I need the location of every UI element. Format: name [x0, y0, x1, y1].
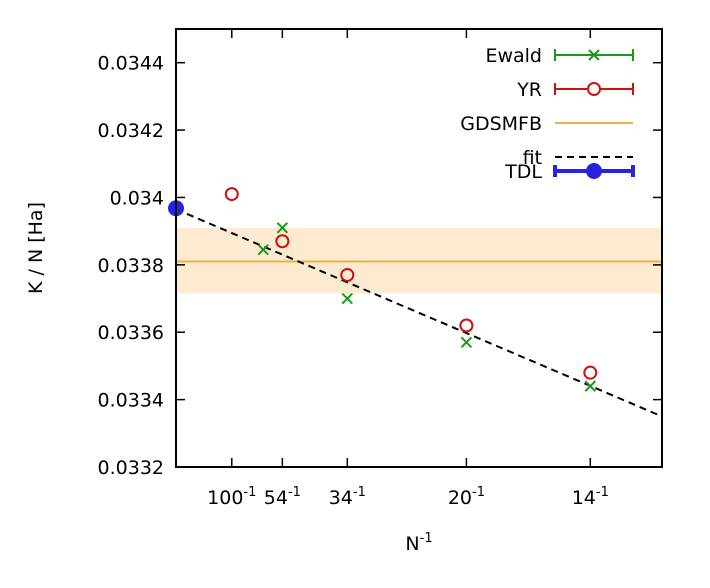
ewald-point — [257, 243, 269, 256]
x-axis-title-base: N — [405, 533, 419, 555]
ewald-point — [276, 222, 289, 234]
x-tick-label-base: 34 — [329, 487, 353, 509]
x-tick-label-base: 20 — [448, 487, 472, 509]
ewald-point — [341, 292, 354, 305]
y-tick-label: 0.0334 — [98, 390, 164, 412]
yr-series — [224, 187, 598, 380]
y-tick-label: 0.0342 — [98, 120, 164, 142]
y-tick-label: 0.0336 — [98, 322, 164, 344]
legend-label-band: GDSMFB — [460, 113, 542, 135]
x-tick-label: 54-1 — [264, 485, 301, 509]
fit-line — [175, 208, 663, 418]
x-tick-label: 100-1 — [207, 485, 256, 509]
yr-point — [583, 365, 598, 380]
legend-label-tdl: TDL — [504, 161, 542, 183]
ewald-point — [584, 380, 597, 392]
x-tick-label-base: 100 — [207, 487, 243, 509]
y-tick-label: 0.0332 — [98, 457, 164, 479]
y-tick-label: 0.0344 — [98, 53, 164, 75]
x-tick-label-sup: -1 — [243, 485, 256, 500]
fit-line-layer — [175, 208, 663, 418]
x-tick-label-sup: -1 — [288, 485, 301, 500]
x-tick-label-sup: -1 — [596, 485, 609, 500]
y-tick-labels: 0.0332 0.0334 0.0336 0.0338 0.034 0.0342 0.034… — [98, 53, 164, 479]
yr-point — [224, 187, 239, 202]
y-tick-label: 0.034 — [110, 187, 164, 209]
y-axis-title: K / N [Ha] — [25, 202, 47, 294]
x-tick-label-base: 54 — [264, 487, 288, 509]
x-tick-label: 34-1 — [329, 485, 366, 509]
ewald-series — [257, 222, 597, 392]
legend-marker-ewald — [588, 49, 600, 61]
y-tick-label: 0.0338 — [98, 255, 164, 277]
x-tick-label: 20-1 — [448, 485, 485, 509]
plot-frame — [175, 28, 663, 468]
x-tick-label-sup: -1 — [472, 485, 485, 500]
x-axis-title-sup: -1 — [420, 531, 433, 546]
gdsmfb-band-layer — [176, 227, 662, 294]
legend-marker-yr — [587, 82, 601, 96]
legend-label-yr: YR — [516, 79, 542, 101]
yr-point — [340, 267, 355, 282]
x-tick-label: 14-1 — [572, 485, 609, 509]
x-tick-label-base: 14 — [572, 487, 596, 509]
x-tick-labels: 100-1 54-1 34-1 20-1 14-1 — [207, 485, 609, 509]
x-axis-title: N-1 — [405, 531, 432, 555]
legend-marker-tdl — [586, 163, 602, 179]
yr-point — [459, 318, 474, 333]
legend-label-fit: fit — [523, 147, 542, 169]
legend-label-ewald: Ewald — [485, 45, 542, 67]
series-layer — [224, 187, 598, 392]
yr-point — [275, 234, 290, 249]
ewald-point — [460, 336, 473, 349]
x-tick-label-sup: -1 — [353, 485, 366, 500]
